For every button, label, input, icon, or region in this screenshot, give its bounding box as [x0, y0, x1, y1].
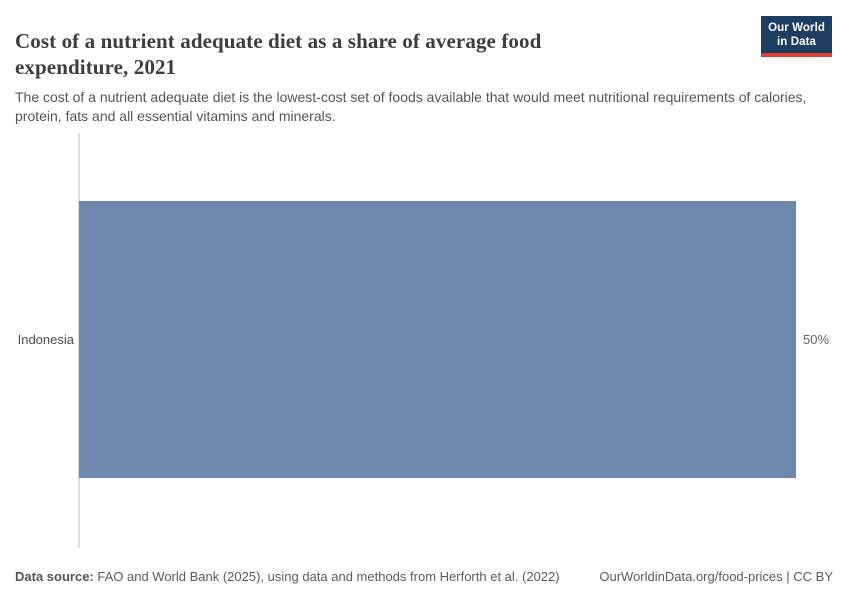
data-source-note: Data source: FAO and World Bank (2025), …	[15, 569, 560, 585]
y-axis-line	[78, 133, 80, 548]
chart-subtitle: The cost of a nutrient adequate diet is …	[15, 89, 807, 124]
owid-logo-line1: Our World	[768, 22, 825, 34]
bar-value-label: 50%	[803, 332, 830, 347]
chart-footer: Data source: FAO and World Bank (2025), …	[15, 569, 833, 585]
bar-indonesia[interactable]	[79, 201, 796, 478]
license-note: OurWorldinData.org/food-prices | CC BY	[599, 569, 833, 584]
data-source-text: FAO and World Bank (2025), using data an…	[93, 569, 560, 584]
entity-label: Indonesia	[17, 332, 74, 347]
owid-logo-line2: in Data	[777, 36, 817, 48]
owid-logo: Our World in Data	[761, 16, 832, 57]
chart-title: Cost of a nutrient adequate diet as a sh…	[15, 29, 542, 80]
data-source-label: Data source:	[15, 569, 94, 584]
